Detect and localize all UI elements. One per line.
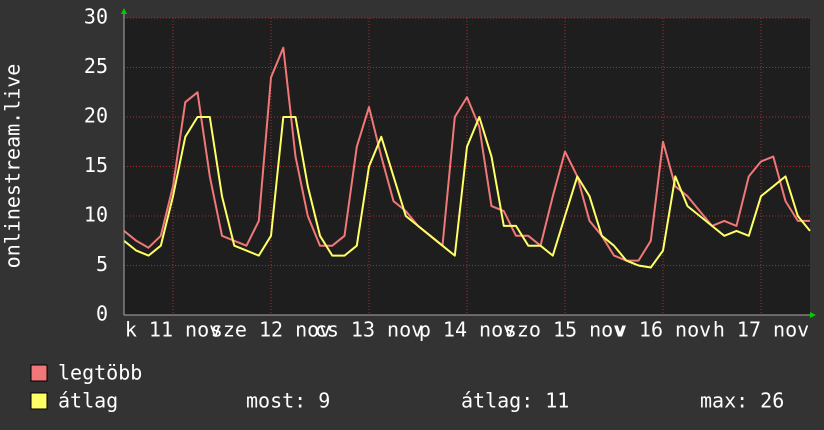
y-tick-label: 15 [84, 153, 108, 177]
stat-label: átlag: [461, 389, 533, 413]
legend-label: legtöbb [58, 361, 142, 385]
stat-label: max: [700, 389, 748, 413]
stat-value: 9 [318, 389, 330, 413]
stat-value: 26 [760, 389, 784, 413]
x-tick-label: k 11 nov [125, 318, 221, 342]
x-tick-label: cs 13 nov [315, 318, 423, 342]
x-tick-label: v 16 nov [615, 318, 711, 342]
legend-label: átlag [58, 389, 118, 413]
y-tick-label: 10 [84, 203, 108, 227]
y-axis-label: onlinestream.live [1, 64, 25, 269]
x-tick-label: szo 15 nov [505, 318, 625, 342]
legend-swatch [30, 364, 48, 382]
series-line [123, 116, 811, 269]
series-line [123, 46, 810, 262]
stat-value: 11 [545, 389, 569, 413]
y-tick-label: 0 [96, 302, 108, 326]
legend-swatch [30, 392, 48, 410]
y-tick-label: 25 [84, 54, 108, 78]
x-arrow [810, 312, 816, 318]
x-tick-label: sze 12 nov [211, 318, 331, 342]
x-tick-label: h 17 nov [713, 318, 809, 342]
stat-label: most: [246, 389, 306, 413]
y-tick-label: 5 [96, 252, 108, 276]
x-tick-label: p 14 nov [419, 318, 515, 342]
y-tick-label: 30 [84, 5, 108, 29]
y-arrow [121, 8, 127, 14]
y-tick-label: 20 [84, 104, 108, 128]
